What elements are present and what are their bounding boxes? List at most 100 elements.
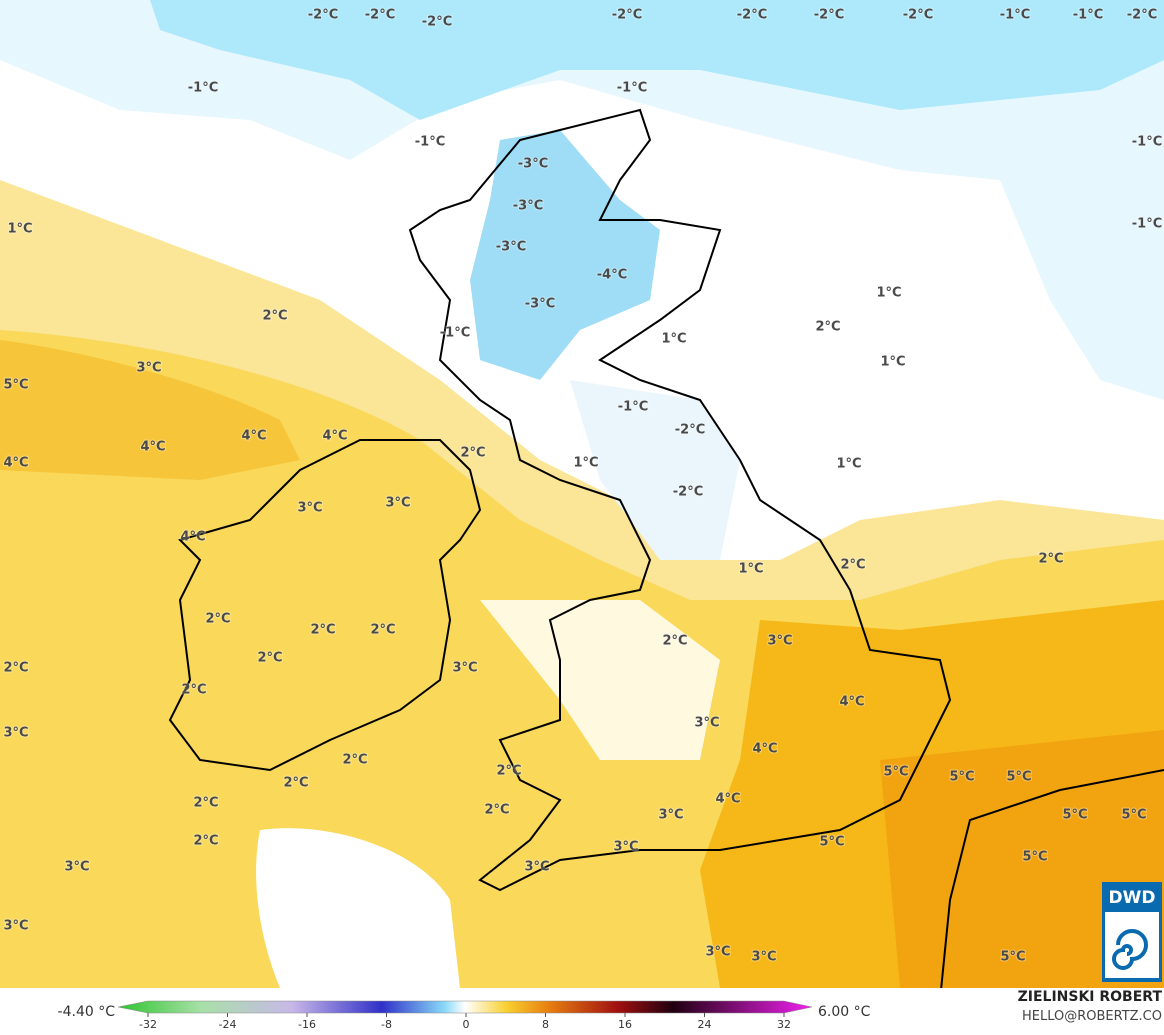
temperature-label: 3°C xyxy=(751,950,776,965)
temperature-label: 5°C xyxy=(949,770,974,785)
legend-max: 6.00 °C xyxy=(818,1004,871,1020)
temperature-label: 2°C xyxy=(1038,552,1063,567)
coastline-continent xyxy=(939,769,1164,1001)
temperature-label: 2°C xyxy=(181,683,206,698)
temperature-label: -1°C xyxy=(1073,8,1103,23)
temperature-label: -1°C xyxy=(415,135,445,150)
temperature-label: 2°C xyxy=(310,623,335,638)
field-warm-west xyxy=(0,340,300,480)
temperature-label: 5°C xyxy=(819,835,844,850)
colorbar-tick-label: -16 xyxy=(298,1018,316,1031)
temperature-label: 3°C xyxy=(64,860,89,875)
temperature-label: -1°C xyxy=(1132,135,1162,150)
temperature-label: 5°C xyxy=(3,378,28,393)
temperature-label: 3°C xyxy=(385,496,410,511)
temperature-label: 5°C xyxy=(1062,808,1087,823)
temperature-label: 2°C xyxy=(662,634,687,649)
temperature-label: -4°C xyxy=(597,268,627,283)
colorbar-tick-label: 24 xyxy=(698,1018,712,1031)
temperature-label: 2°C xyxy=(484,803,509,818)
temperature-label: 2°C xyxy=(3,661,28,676)
temperature-label: -1°C xyxy=(618,400,648,415)
temperature-label: 2°C xyxy=(283,776,308,791)
temperature-label: 5°C xyxy=(1121,808,1146,823)
colorbar-tick-label: -32 xyxy=(139,1018,157,1031)
colorbar-tick-label: 16 xyxy=(618,1018,632,1031)
temperature-label: 3°C xyxy=(3,726,28,741)
temperature-label: -2°C xyxy=(1127,8,1157,23)
temperature-label: 3°C xyxy=(136,361,161,376)
temperature-label: -2°C xyxy=(737,8,767,23)
temperature-label: 5°C xyxy=(1006,770,1031,785)
temperature-label: -2°C xyxy=(675,423,705,438)
temperature-label: 2°C xyxy=(205,612,230,627)
temperature-label: 3°C xyxy=(297,501,322,516)
temperature-label: 2°C xyxy=(193,834,218,849)
logo-swirl xyxy=(1112,929,1148,970)
temperature-label: 2°C xyxy=(342,753,367,768)
temperature-label: 4°C xyxy=(715,792,740,807)
temperature-label: 2°C xyxy=(370,623,395,638)
temperature-label: 2°C xyxy=(193,796,218,811)
temperature-label: 1°C xyxy=(661,332,686,347)
temperature-label: 4°C xyxy=(140,440,165,455)
temperature-label: 2°C xyxy=(257,651,282,666)
temperature-label: 5°C xyxy=(1022,850,1047,865)
temperature-label: -2°C xyxy=(612,8,642,23)
field-warmest xyxy=(880,730,1164,988)
email: HELLO@ROBERTZ.CO xyxy=(1022,1009,1162,1024)
coastline-ireland xyxy=(168,439,482,772)
temperature-label: 1°C xyxy=(573,456,598,471)
temperature-label: -3°C xyxy=(496,240,526,255)
temperature-label: 2°C xyxy=(840,558,865,573)
temperature-label: 4°C xyxy=(180,530,205,545)
temperature-label: 5°C xyxy=(883,765,908,780)
temperature-label: 3°C xyxy=(3,919,28,934)
temperature-label: 2°C xyxy=(262,309,287,324)
temperature-label: 2°C xyxy=(460,446,485,461)
temperature-label: -2°C xyxy=(422,15,452,30)
colorbar-tick-label: -8 xyxy=(381,1018,392,1031)
temperature-label: -3°C xyxy=(513,199,543,214)
temperature-label: 2°C xyxy=(496,764,521,779)
temperature-label: 1°C xyxy=(876,286,901,301)
temperature-label: 3°C xyxy=(694,716,719,731)
temperature-label: 5°C xyxy=(1000,950,1025,965)
temperature-label: 3°C xyxy=(452,661,477,676)
colorbar-tick-label: 0 xyxy=(463,1018,470,1031)
legend-min: -4.40 °C xyxy=(58,1004,116,1020)
logo-inner xyxy=(1105,912,1159,978)
temperature-label: 4°C xyxy=(752,742,777,757)
temperature-label: 4°C xyxy=(241,429,266,444)
temperature-label: -2°C xyxy=(814,8,844,23)
temperature-label: 1°C xyxy=(880,355,905,370)
temperature-label: -3°C xyxy=(525,297,555,312)
temperature-label: 1°C xyxy=(7,222,32,237)
temperature-label: -1°C xyxy=(1000,8,1030,23)
temperature-label: 4°C xyxy=(322,429,347,444)
temperature-label: 3°C xyxy=(705,945,730,960)
temperature-label: 4°C xyxy=(839,695,864,710)
temperature-labels: -2°C -2°C -2°C -2°C -2°C -2°C -2°C -2°C -1°C -1°C… xyxy=(2,7,1163,966)
colorbar xyxy=(117,1000,813,1014)
temperature-label: -1°C xyxy=(188,81,218,96)
colorbar-tick-label: 32 xyxy=(777,1018,791,1031)
field-blue xyxy=(150,0,1164,120)
temperature-label: 3°C xyxy=(613,840,638,855)
temperature-label: -2°C xyxy=(673,485,703,500)
temperature-label: -1°C xyxy=(617,81,647,96)
temperature-label: -2°C xyxy=(903,8,933,23)
temperature-label: -2°C xyxy=(308,8,338,23)
temperature-label: 3°C xyxy=(767,634,792,649)
temperature-label: 1°C xyxy=(836,457,861,472)
field-pale-north-england xyxy=(570,380,740,560)
temperature-label: 1°C xyxy=(738,562,763,577)
field-blue-scotland xyxy=(470,130,660,380)
temperature-label: -1°C xyxy=(440,326,470,341)
coastline-gb xyxy=(408,108,952,892)
temperature-label: 3°C xyxy=(658,808,683,823)
colorbar-tick-label: -24 xyxy=(219,1018,237,1031)
author: ZIELINSKI ROBERT xyxy=(1018,989,1163,1005)
colorbar-ticks: -32 -24 -16 -8 0 8 16 24 32 xyxy=(139,1013,791,1031)
colorbar-tick-label: 8 xyxy=(542,1018,549,1031)
